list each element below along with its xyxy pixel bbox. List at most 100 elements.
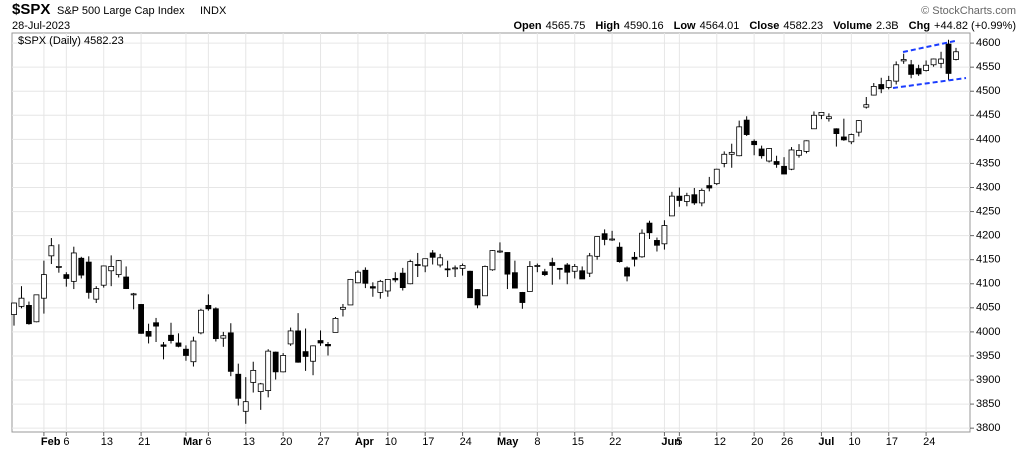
candle-body (661, 225, 668, 245)
candle-body (227, 332, 234, 372)
candle-body (93, 288, 100, 300)
y-tick-label: 4500 (976, 85, 1000, 97)
candle-body (392, 278, 399, 281)
y-tick-label: 3850 (976, 398, 1000, 410)
candle-body (579, 270, 586, 280)
x-tick-label: 12 (714, 436, 726, 448)
y-tick-label: 4250 (976, 205, 1000, 217)
candle-body (429, 252, 436, 258)
candle-body (26, 305, 32, 325)
candle-body (706, 185, 713, 189)
x-tick-label: Jul (818, 436, 834, 448)
candle-body (212, 308, 219, 340)
candle-body (482, 266, 488, 297)
candle-body (108, 266, 115, 272)
candle-body (908, 64, 915, 75)
trendline-upper (902, 40, 956, 53)
grid: 3800 3850 3900 3950 4000 4050 4100 4150 4200 4250… (12, 33, 1000, 448)
candle-body (452, 267, 458, 270)
candle-body (11, 302, 17, 315)
candle-body (549, 262, 556, 266)
x-tick-label: Jun (661, 436, 681, 448)
candle-body (781, 165, 787, 175)
candle-body (669, 195, 675, 217)
candle-body (594, 236, 601, 257)
candle-body (183, 348, 189, 356)
candle-body (766, 148, 772, 162)
candle-body (512, 272, 518, 289)
x-tick-label: 8 (534, 436, 540, 448)
candle-body (265, 350, 272, 392)
candle-body (317, 340, 324, 344)
candle-body (33, 294, 40, 323)
x-tick-label: 17 (422, 436, 434, 448)
candle-body (519, 292, 526, 303)
candle-body (115, 260, 122, 276)
candle-body (863, 104, 870, 108)
y-tick-label: 4000 (976, 326, 1000, 338)
candle-body (736, 126, 743, 157)
candle-body (55, 266, 62, 268)
candle-body (467, 270, 473, 299)
x-tick-label: 22 (609, 436, 621, 448)
candle-body (489, 250, 496, 271)
y-tick-label: 4450 (976, 109, 1000, 121)
summary-label: Low (674, 20, 696, 32)
candle-body (571, 266, 578, 272)
summary-label: Open (513, 20, 541, 32)
candle-body (250, 369, 257, 383)
candle-body (609, 238, 615, 241)
candle-body (444, 268, 451, 271)
candle-body (257, 383, 264, 392)
candle-body (893, 64, 900, 82)
candle-body (818, 112, 825, 116)
y-tick-label: 4150 (976, 254, 1000, 266)
x-tick-label: 17 (886, 436, 898, 448)
candle-body (788, 149, 795, 170)
candle-body (803, 140, 810, 152)
candle-body (878, 84, 885, 90)
candle-body (811, 114, 817, 130)
date: 28-Jul-2023 (12, 20, 70, 32)
x-tick-label: 15 (572, 436, 584, 448)
candle-body (526, 266, 533, 292)
candle-body (923, 64, 929, 71)
candle-body (676, 195, 683, 201)
candle-body (556, 267, 563, 270)
candle-body (691, 194, 698, 204)
candle-body (190, 340, 197, 363)
y-tick-label: 3800 (976, 422, 1000, 434)
candle-body (885, 80, 892, 88)
candle-body (347, 279, 354, 306)
x-tick-label: Apr (355, 436, 375, 448)
candle-body (698, 189, 705, 204)
candle-body (796, 150, 802, 156)
candle-body (639, 232, 645, 258)
y-tick-label: 4550 (976, 61, 1000, 73)
x-tick-label: Mar (183, 436, 203, 448)
candle-body (870, 86, 877, 96)
candle-body (48, 245, 55, 257)
candle-body (683, 195, 690, 202)
candle-body (18, 297, 25, 307)
candle-body (833, 128, 840, 134)
candle-body (272, 351, 279, 373)
candle-body (41, 274, 47, 299)
summary-value: 4590.16 (624, 20, 664, 32)
candle-body (848, 134, 855, 143)
candle-body (624, 267, 630, 277)
candle-body (855, 120, 862, 133)
candle-body (743, 119, 750, 135)
candle-body (654, 240, 660, 246)
x-tick-label: 6 (63, 436, 69, 448)
candle-body (938, 58, 944, 64)
candle-body (758, 148, 765, 157)
candle-body (100, 265, 107, 286)
x-tick-label: 26 (781, 436, 793, 448)
candle-body (340, 306, 346, 310)
candle-body (168, 334, 174, 341)
summary: Open 4565.75 High 4590.16 Low 4564.01 Close 458… (513, 20, 1016, 32)
candle-body (564, 264, 571, 273)
candles (11, 39, 959, 424)
candle-body (138, 304, 144, 334)
